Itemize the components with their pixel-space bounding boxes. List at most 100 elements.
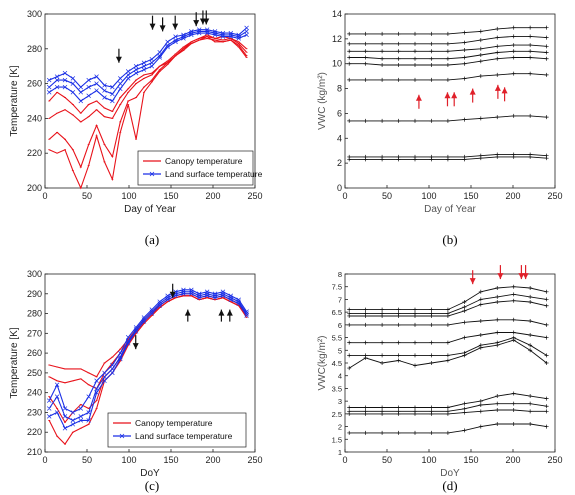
x-tick-label: 0: [42, 455, 47, 465]
y-tick-label: 290: [27, 289, 42, 299]
x-tick-label: 250: [547, 191, 562, 201]
x-tick-label: 250: [247, 191, 262, 201]
series-markers-red: [48, 295, 248, 423]
series-markers-blue: [46, 29, 249, 97]
y-tick-label: 0: [337, 183, 342, 193]
annotation-arrow-head: [169, 291, 176, 298]
series-markers-black: [347, 43, 549, 54]
y-tick-label: 1.5: [332, 435, 342, 444]
series-markers-black: [347, 408, 549, 416]
panel-caption: (c): [145, 478, 159, 493]
series-line-red: [48, 35, 248, 190]
annotation-arrow-head: [494, 84, 501, 91]
annotation-arrow-head: [203, 18, 210, 25]
y-tick-label: 4: [337, 133, 342, 143]
x-tick-label: 200: [205, 191, 220, 201]
y-tick-label: 6: [337, 108, 342, 118]
x-tick-label: 50: [382, 191, 392, 201]
series-markers-black: [347, 422, 549, 435]
series-markers-red: [48, 295, 248, 390]
legend-box: [107, 412, 247, 448]
plot-frame-d: [344, 273, 556, 453]
x-tick-label: 100: [121, 455, 136, 465]
series-markers-black: [347, 292, 549, 316]
series-markers-blue: [46, 289, 249, 423]
annotation-arrow-head: [497, 273, 504, 280]
x-tick-label: 200: [205, 455, 220, 465]
y-tick-label: 5: [338, 346, 342, 355]
x-axis-label: DoY: [440, 468, 460, 479]
legend-entry-label: Land surface temperature: [165, 169, 263, 179]
legend-entry-label: Land surface temperature: [135, 431, 233, 441]
series-line-red: [48, 34, 247, 115]
y-tick-label: 3: [338, 397, 342, 406]
series-line-blue: [48, 291, 248, 422]
series-markers-red: [48, 36, 248, 123]
y-tick-label: 2: [337, 158, 342, 168]
series-markers-black: [347, 113, 549, 123]
y-axis-label: Temperature [K]: [9, 65, 20, 136]
annotation-arrow-head: [501, 87, 508, 94]
x-tick-label: 0: [342, 191, 347, 201]
series-markers-black: [347, 335, 549, 358]
series-markers-black: [347, 317, 549, 327]
series-markers-black: [347, 298, 549, 318]
series-line-black: [349, 337, 547, 356]
annotation-arrow-head: [226, 309, 233, 316]
x-tick-label: 50: [382, 455, 392, 465]
series-line-blue: [48, 289, 248, 414]
annotation-arrow-head: [159, 25, 166, 32]
y-tick-label: 240: [27, 113, 42, 123]
y-axis-label: VWC (kg/m²): [317, 72, 328, 130]
annotation-arrow-head: [518, 273, 525, 280]
y-axis-label: Temperature [K]: [9, 327, 20, 398]
series-line-red: [48, 36, 248, 123]
x-tick-label: 0: [42, 191, 47, 201]
series-markers-black: [347, 330, 549, 345]
plot-frame-b: [344, 13, 556, 189]
panel-caption: (b): [442, 232, 457, 247]
x-tick-label: 50: [82, 455, 92, 465]
plot-frame-a: [44, 13, 256, 189]
series-markers-red: [48, 38, 248, 168]
legend-marker: [119, 433, 125, 439]
annotation-arrow-head: [115, 56, 122, 63]
y-tick-label: 5.5: [332, 334, 342, 343]
series-markers-black: [347, 55, 549, 67]
plot-frame-c: [44, 273, 256, 453]
y-tick-label: 220: [27, 148, 42, 158]
y-tick-label: 12: [332, 34, 342, 44]
annotation-arrow-head: [444, 92, 451, 99]
x-tick-label: 250: [547, 455, 562, 465]
y-tick-label: 4: [338, 372, 342, 381]
legend-marker: [149, 171, 155, 177]
y-tick-label: 260: [27, 348, 42, 358]
legend-entry-label: Canopy temperature: [135, 418, 213, 428]
series-markers-blue: [46, 25, 249, 90]
series-line-blue: [48, 293, 248, 430]
y-tick-label: 300: [27, 9, 42, 19]
x-tick-label: 150: [463, 455, 478, 465]
series-markers-black: [347, 25, 549, 36]
legend-entry-label: Canopy temperature: [165, 156, 243, 166]
legend-box: [137, 150, 254, 186]
x-tick-label: 150: [163, 191, 178, 201]
annotation-arrow-head: [522, 273, 529, 280]
y-tick-label: 14: [332, 9, 342, 19]
y-tick-label: 2.5: [332, 410, 342, 419]
y-axis-label: VWC(kg/m²): [317, 336, 328, 391]
y-tick-label: 270: [27, 328, 42, 338]
x-tick-label: 100: [121, 191, 136, 201]
x-axis-label: Day of Year: [124, 204, 176, 215]
series-markers-black: [347, 34, 549, 46]
series-line-black: [349, 286, 547, 311]
series-line-red: [48, 37, 248, 169]
series-line-red: [49, 293, 248, 378]
y-tick-label: 230: [27, 407, 42, 417]
annotation-arrow-head: [149, 23, 156, 30]
annotation-arrow-head: [469, 278, 476, 285]
annotation-arrow-head: [451, 92, 458, 99]
x-tick-label: 250: [247, 455, 262, 465]
